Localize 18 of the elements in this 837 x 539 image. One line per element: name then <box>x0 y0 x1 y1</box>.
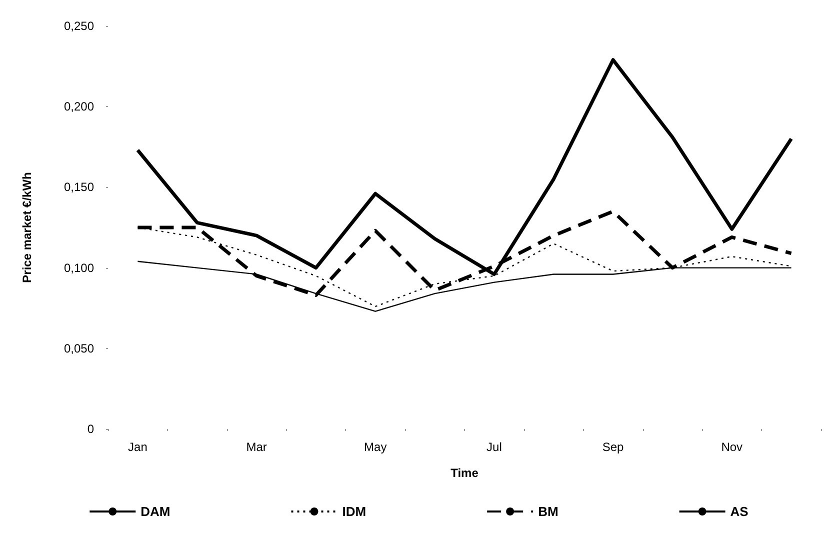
x-axis-title: Time <box>450 466 479 480</box>
x-tick-label: Jul <box>486 440 502 454</box>
x-tick-label: May <box>364 440 387 454</box>
x-tick-label: Sep <box>602 440 624 454</box>
legend-label: DAM <box>140 504 170 519</box>
y-tick-label: 0,200 <box>64 100 94 114</box>
x-tick-label: Mar <box>246 440 267 454</box>
legend-label: AS <box>730 504 749 519</box>
y-tick-label: 0,250 <box>64 19 94 33</box>
x-tick-label: Nov <box>721 440 743 454</box>
y-tick-label: 0,150 <box>64 180 94 194</box>
legend-label: IDM <box>342 504 366 519</box>
y-tick-label: 0,050 <box>64 341 94 356</box>
legend-label: BM <box>538 504 558 519</box>
y-axis-title: Price market €/kWh <box>20 172 34 283</box>
y-tick-label: 0,100 <box>64 260 94 275</box>
x-tick-label: Jan <box>128 440 148 454</box>
y-tick-label: 0 <box>87 422 94 436</box>
